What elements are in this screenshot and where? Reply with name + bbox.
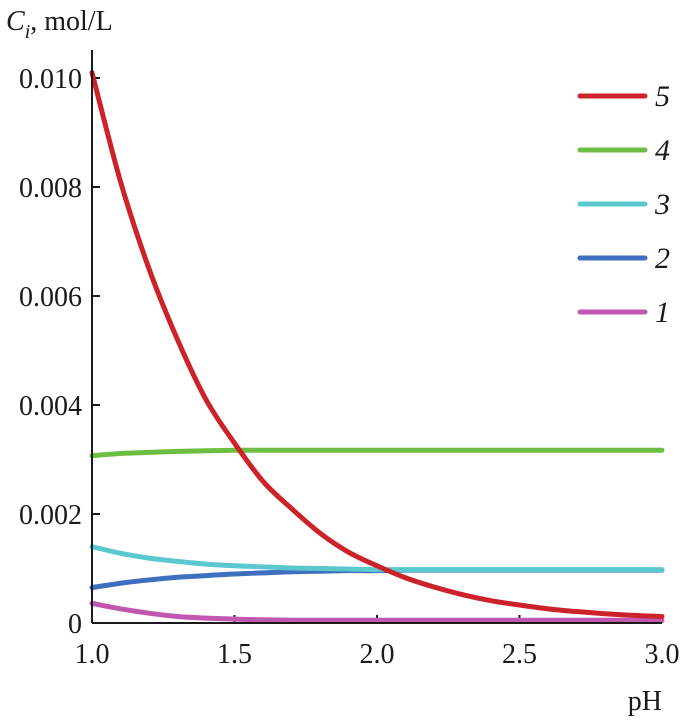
series-line-3 [89, 544, 665, 573]
y-tick-label: 0 [68, 609, 82, 640]
legend-label-3: 3 [654, 188, 670, 221]
legend-label-4: 4 [655, 134, 670, 167]
x-tick-label: 2.5 [502, 639, 537, 670]
y-tick-label: 0.004 [19, 391, 82, 422]
legend-label-2: 2 [655, 242, 670, 275]
y-axis-label-unit: , mol/L [30, 6, 112, 37]
y-tick-label: 0.008 [19, 173, 82, 204]
x-tick-label: 3.0 [645, 639, 680, 670]
series-line-2 [89, 567, 665, 591]
x-tick-label: 2.0 [360, 639, 395, 670]
y-axis-label-sub: i [25, 21, 31, 43]
y-axis-label: Ci, mol/L [6, 6, 113, 43]
y-tick-label: 0.002 [19, 500, 82, 531]
x-tick-label: 1.5 [217, 639, 252, 670]
legend-label-5: 5 [655, 80, 670, 113]
series-line-4 [89, 447, 665, 459]
x-axis-label: pH [628, 686, 662, 717]
series-line-1 [89, 600, 665, 623]
y-tick-label: 0.006 [19, 282, 82, 313]
x-tick-label: 1.0 [75, 639, 110, 670]
series-line-5 [89, 70, 665, 619]
y-tick-label: 0.010 [19, 64, 82, 95]
y-axis-label-main: C [6, 6, 25, 37]
legend-label-1: 1 [655, 296, 670, 329]
